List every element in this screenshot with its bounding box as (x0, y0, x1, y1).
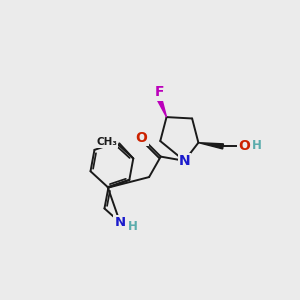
Text: H: H (252, 139, 262, 152)
Text: N: N (115, 216, 126, 229)
Polygon shape (198, 143, 224, 149)
Text: O: O (238, 139, 250, 153)
Text: CH₃: CH₃ (96, 137, 117, 147)
Text: F: F (154, 85, 164, 99)
Text: N: N (178, 154, 190, 168)
Polygon shape (157, 97, 166, 117)
Text: H: H (128, 220, 137, 233)
Text: O: O (136, 131, 148, 145)
